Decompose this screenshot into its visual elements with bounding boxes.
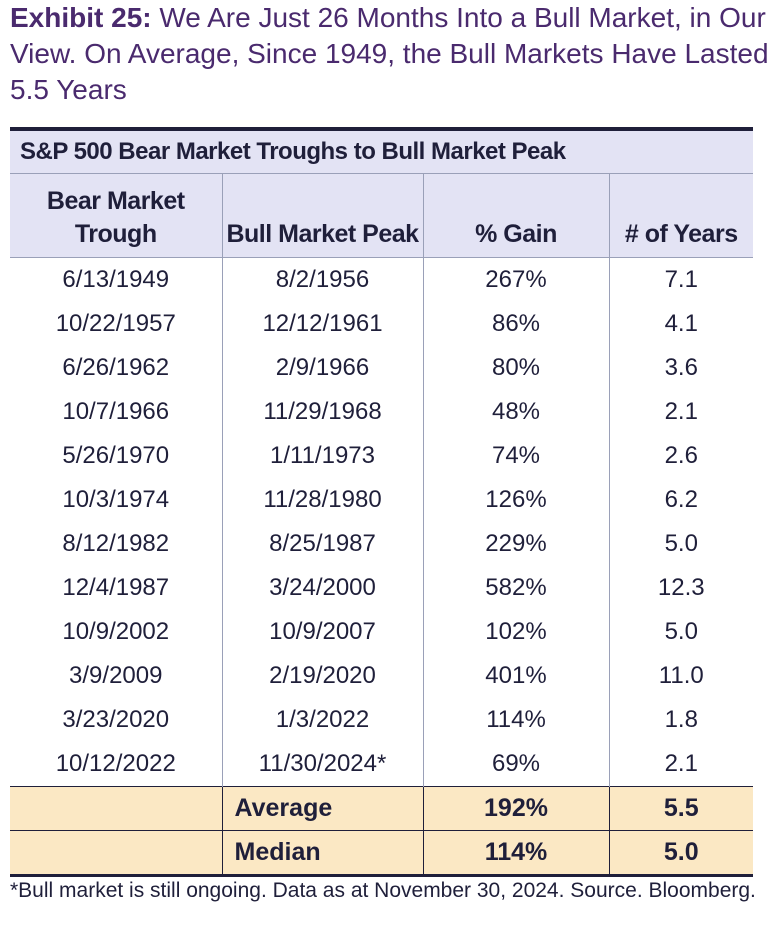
cell-trough: 5/26/1970 [10, 434, 223, 478]
cell-gain: 114% [423, 698, 610, 742]
cell-years: 2.6 [664, 442, 698, 469]
table-row: 10/7/1966 11/29/1968 48% 2.1 [10, 390, 753, 434]
summary-gain: 114% [423, 830, 610, 876]
cell-peak: 1/11/1973 [222, 434, 424, 478]
cell-trough: 10/22/1957 [10, 302, 223, 346]
cell-peak: 8/25/1987 [222, 522, 424, 566]
table-row: 3/23/2020 1/3/2022 114% 1.8 [10, 698, 753, 742]
table-row: 6/13/1949 8/2/1956 267% 7.1 [10, 257, 753, 302]
summary-row-average: Average 192% 5.5 [10, 786, 754, 831]
cell-gain: 102% [423, 610, 610, 654]
table-row: 3/9/2009 2/19/2020 401% 11.0 [10, 654, 753, 698]
cell-years: 4.1 [664, 310, 698, 337]
table-caption-row: S&P 500 Bear Market Troughs to Bull Mark… [10, 129, 754, 174]
cell-gain: 48% [423, 390, 610, 434]
cell-trough: 12/4/1987 [10, 566, 223, 610]
cell-years: 2.1 [664, 750, 698, 777]
cell-trough: 8/12/1982 [10, 522, 223, 566]
cell-years: 1.8 [664, 706, 698, 733]
cell-peak: 11/30/2024* [222, 742, 424, 787]
table-row: 12/4/1987 3/24/2000 582% 12.3 [10, 566, 753, 610]
cell-peak: 12/12/1961 [222, 302, 424, 346]
exhibit-label: Exhibit 25: [10, 2, 152, 33]
summary-row-median: Median 114% 5.0 [10, 830, 754, 876]
cell-gain: 86% [423, 302, 610, 346]
table-header-row: Bear Market Trough Bull Market Peak % Ga… [10, 173, 754, 258]
bull-market-table: S&P 500 Bear Market Troughs to Bull Mark… [10, 127, 754, 877]
exhibit-heading: We Are Just 26 Months Into a Bull Market… [10, 2, 769, 105]
table-row: 10/12/2022 11/30/2024* 69% 2.1 [10, 742, 753, 787]
cell-gain: 74% [423, 434, 610, 478]
summary-years: 5.5 [609, 786, 754, 831]
summary-blank-cell [10, 786, 223, 831]
cell-years: 7.1 [664, 266, 698, 293]
cell-trough: 10/3/1974 [10, 478, 223, 522]
cell-trough: 10/7/1966 [10, 390, 223, 434]
table-row: 5/26/1970 1/11/1973 74% 2.6 [10, 434, 753, 478]
cell-years: 11.0 [658, 662, 704, 689]
cell-years: 5.0 [664, 530, 698, 557]
cell-gain: 582% [423, 566, 610, 610]
cell-gain: 401% [423, 654, 610, 698]
exhibit-title: Exhibit 25: We Are Just 26 Months Into a… [10, 0, 770, 108]
cell-years: 5.0 [664, 618, 698, 645]
footnote: *Bull market is still ongoing. Data as a… [10, 879, 756, 902]
cell-peak: 1/3/2022 [222, 698, 424, 742]
cell-trough: 10/12/2022 [10, 742, 223, 787]
cell-years: 12.3 [657, 574, 705, 601]
table-row: 10/22/1957 12/12/1961 86% 4.1 [10, 302, 753, 346]
summary-blank-cell [10, 830, 223, 876]
cell-years: 3.6 [664, 354, 698, 381]
cell-trough: 3/23/2020 [10, 698, 223, 742]
cell-trough: 6/26/1962 [10, 346, 223, 390]
cell-peak: 8/2/1956 [222, 257, 424, 302]
table-row: 6/26/1962 2/9/1966 80% 3.6 [10, 346, 753, 390]
cell-peak: 2/9/1966 [222, 346, 424, 390]
cell-peak: 11/28/1980 [222, 478, 424, 522]
cell-gain: 126% [423, 478, 610, 522]
cell-gain: 80% [423, 346, 610, 390]
header-gain: % Gain [423, 173, 610, 258]
cell-years: 6.2 [664, 486, 698, 513]
cell-peak: 2/19/2020 [222, 654, 424, 698]
cell-trough: 3/9/2009 [10, 654, 223, 698]
cell-gain: 267% [423, 257, 610, 302]
cell-trough: 6/13/1949 [10, 257, 223, 302]
summary-label: Average [222, 786, 424, 831]
cell-gain: 229% [423, 522, 610, 566]
cell-peak: 10/9/2007 [222, 610, 424, 654]
cell-years: 2.1 [664, 398, 698, 425]
header-years: # of Years [609, 173, 754, 258]
table-row: 10/9/2002 10/9/2007 102% 5.0 [10, 610, 753, 654]
summary-gain: 192% [423, 786, 610, 831]
table-row: 10/3/1974 11/28/1980 126% 6.2 [10, 478, 753, 522]
table-caption: S&P 500 Bear Market Troughs to Bull Mark… [10, 129, 754, 174]
table-row: 8/12/1982 8/25/1987 229% 5.0 [10, 522, 753, 566]
cell-peak: 11/29/1968 [222, 390, 424, 434]
summary-years: 5.0 [609, 830, 754, 876]
header-peak: Bull Market Peak [222, 173, 424, 258]
cell-gain: 69% [423, 742, 610, 787]
cell-trough: 10/9/2002 [10, 610, 223, 654]
summary-label: Median [222, 830, 424, 876]
header-trough: Bear Market Trough [10, 173, 223, 258]
cell-peak: 3/24/2000 [222, 566, 424, 610]
